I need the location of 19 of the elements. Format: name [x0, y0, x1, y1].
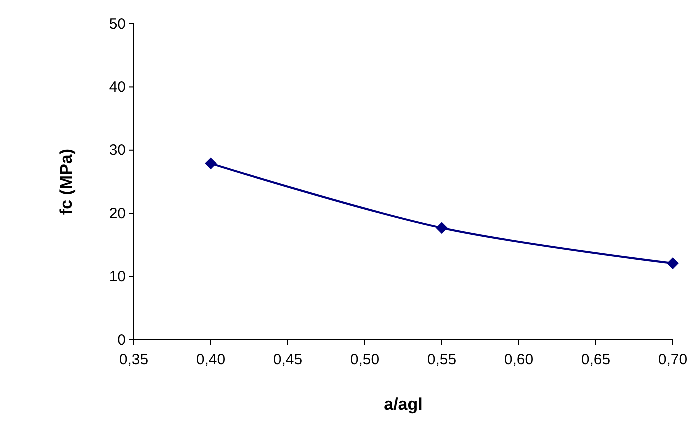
- y-tick-label: 30: [109, 142, 126, 160]
- point: [667, 258, 679, 270]
- point: [205, 158, 217, 170]
- x-tick-label: 0,70: [658, 352, 688, 368]
- point: [436, 222, 448, 234]
- y-tick-label: 10: [109, 268, 126, 286]
- y-tick-label: 20: [109, 205, 126, 222]
- y-axis-title: fc (MPa): [57, 148, 76, 216]
- x-tick-label: 0,55: [427, 352, 457, 368]
- x-axis-title: a/agl: [384, 395, 423, 414]
- x-tick-label: 0,40: [196, 352, 226, 368]
- y-tick-label: 40: [109, 79, 126, 96]
- y-tick-label: 50: [109, 16, 126, 33]
- x-tick-label: 0,35: [119, 352, 149, 368]
- x-tick-label: 0,50: [350, 352, 380, 368]
- x-tick-label: 0,65: [581, 352, 611, 368]
- x-tick-label: 0,45: [273, 352, 303, 368]
- x-tick-label: 0,60: [504, 352, 534, 368]
- y-tick-label: 0: [118, 332, 126, 349]
